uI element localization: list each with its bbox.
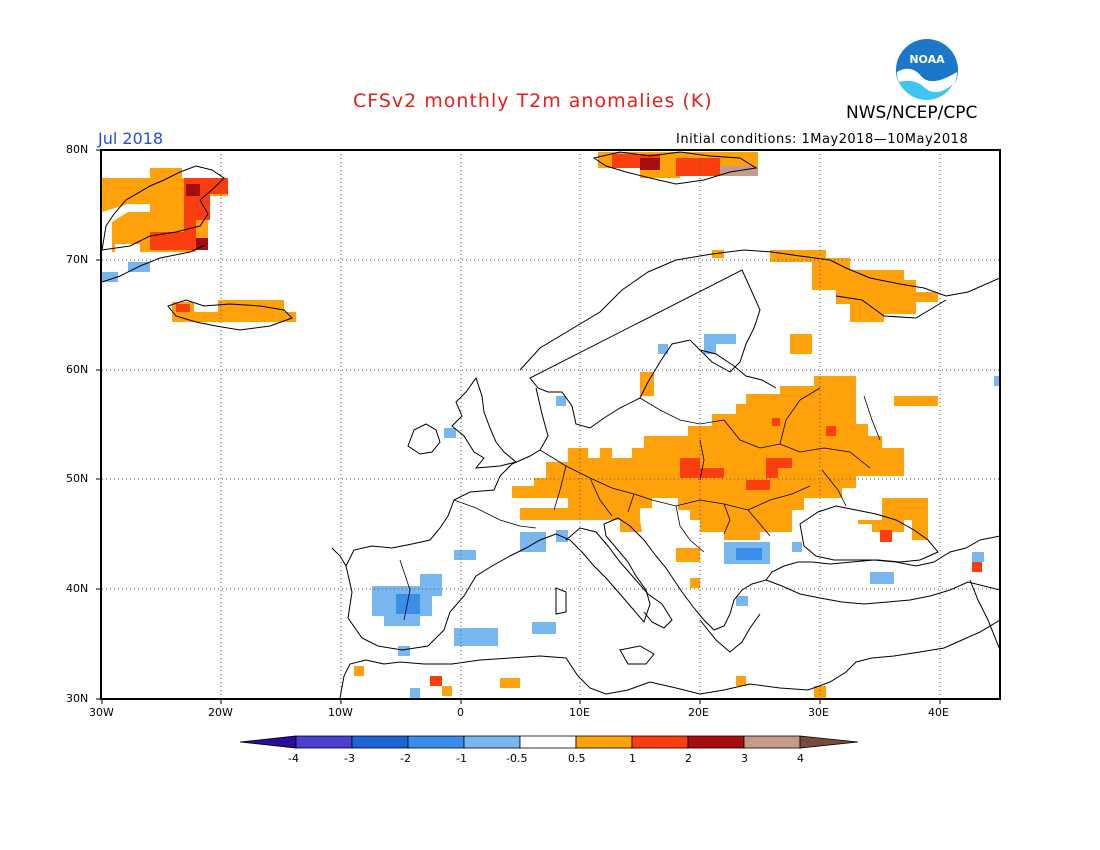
coastlines [102,151,1000,699]
colorbar-label: -4 [288,752,299,765]
coast-greenland [102,165,225,283]
colorbar-label: -2 [400,752,411,765]
anomaly-fill-layer [102,152,1000,698]
colorbar-label: -0.5 [506,752,528,765]
lon-label: 40E [928,706,949,719]
lat-label: 50N [66,472,89,485]
lat-label: 40N [66,582,89,595]
colorbar-label: -3 [344,752,355,765]
anomaly-central-europe [534,376,904,540]
chart-title: CFSv2 monthly T2m anomalies (K) [353,90,713,112]
noaa-logo: NOAA [896,39,958,102]
lat-label: 70N [66,253,89,266]
colorbar-label: 3 [741,752,748,765]
coast-italy [555,527,673,665]
forecast-period: Jul 2018 [98,129,164,148]
organization-label: NWS/NCEP/CPC [846,103,978,123]
lon-label: 20E [688,706,709,719]
colorbar-label: 0.5 [568,752,586,765]
lat-label: 30N [66,692,89,705]
coast-continent [331,387,1000,653]
colorbar [239,735,859,749]
colorbar-min-arrow [239,735,297,749]
lat-label: 60N [66,363,89,376]
colorbar-label: 1 [629,752,636,765]
coast-iceland [167,299,293,331]
coast-blacksea [799,505,939,563]
lat-label: 80N [66,143,89,156]
country-borders [399,387,881,621]
lon-label: 20W [208,706,233,719]
lon-label: 10W [328,706,353,719]
lon-label: 30W [89,706,114,719]
coast-britain [407,376,518,469]
map-frame [100,149,1001,700]
graticule [102,150,1000,699]
coast-svalbard [592,151,758,185]
colorbar-label: -1 [456,752,467,765]
coast-africa [339,619,1000,699]
coast-caspian [969,579,1000,651]
colorbar-label: 2 [685,752,692,765]
lon-label: 30E [808,706,829,719]
lon-label: 10E [569,706,590,719]
colorbar-max-arrow [799,735,859,749]
initial-conditions: Initial conditions: 1May2018—10May2018 [676,132,969,147]
anomaly-kola [770,250,938,322]
anomaly-iceland [172,300,296,322]
anomaly-balkans [724,542,984,606]
coast-scandinavia [519,249,1000,429]
lon-label: 0 [457,706,464,719]
noaa-logo-text: NOAA [909,53,945,66]
colorbar-label: 4 [797,752,804,765]
